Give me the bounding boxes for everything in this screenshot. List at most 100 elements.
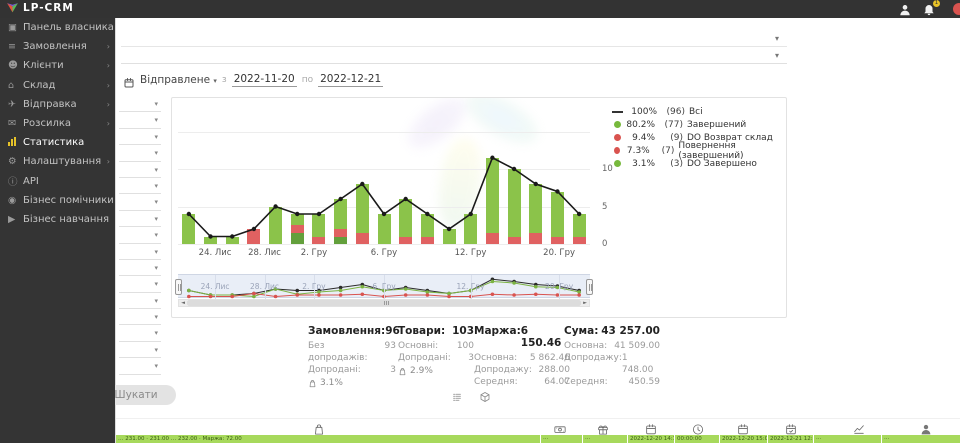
date-to-input[interactable]: 2022-12-21	[318, 73, 384, 87]
side-filter-select-1[interactable]: ▾	[119, 112, 161, 129]
navigator-left-handle[interactable]	[175, 279, 182, 295]
date-from-label: з	[221, 75, 227, 85]
bag-icon[interactable]	[313, 421, 326, 435]
sidebar-item-5[interactable]: ✉ Розсилка ›	[0, 114, 115, 133]
chevron-down-icon: ▾	[154, 280, 158, 289]
calendar-icon[interactable]	[645, 421, 658, 435]
calendar-check-icon[interactable]	[785, 421, 798, 435]
sidebar-item-4[interactable]: ✈ Відправка ›	[0, 95, 115, 114]
scrollbar-left-arrow[interactable]: ◄	[179, 300, 187, 306]
side-filter-select-13[interactable]: ▾	[119, 309, 161, 326]
legend-item-0[interactable]: 100% (96) Всі	[612, 105, 786, 118]
side-filter-select-14[interactable]: ▾	[119, 325, 161, 342]
side-filter-select-7[interactable]: ▾	[119, 211, 161, 228]
brand-logo[interactable]: LP-CRM	[6, 1, 74, 14]
search-button[interactable]: Шукати	[96, 385, 176, 405]
gift-icon[interactable]	[597, 421, 610, 435]
summary-percent: 3.1%	[320, 378, 343, 388]
legend-percent: 3.1%	[632, 158, 655, 169]
user-icon[interactable]	[898, 2, 912, 16]
filter-select-1[interactable]: ▾	[121, 31, 787, 47]
side-filter-select-4[interactable]: ▾	[119, 162, 161, 178]
person-icon[interactable]	[920, 421, 933, 435]
table-cell: ···	[541, 435, 583, 443]
summary-title: Сума:	[564, 325, 599, 337]
chart-plot-area: 10 5 0	[178, 98, 613, 249]
orders-table-row[interactable]: … 231.00 · 231.00 … 232.00 · Маржа: 72.0…	[116, 435, 960, 443]
side-filter-select-10[interactable]: ▾	[119, 260, 161, 277]
sidebar-item-label: Розсилка	[23, 118, 72, 130]
bar-segment	[204, 236, 218, 244]
sidebar-item-label: Налаштування	[23, 156, 102, 168]
legend-label: DO Возврат склад	[687, 132, 773, 143]
area-chart-icon[interactable]	[853, 421, 866, 434]
bell-icon[interactable]	[922, 2, 936, 16]
bag-icon	[398, 367, 407, 376]
side-filter-select-8[interactable]: ▾	[119, 227, 161, 244]
sidebar-item-0[interactable]: ▣ Панель власника	[0, 18, 115, 37]
bar-segment	[312, 236, 326, 244]
sidebar-item-7[interactable]: ⚙ Налаштування ›	[0, 152, 115, 171]
sidebar-item-label: Бізнес навчання	[23, 213, 110, 225]
bar-segment	[290, 232, 304, 244]
legend-item-3[interactable]: 7.3% (7) Повернення (завершений)	[612, 141, 786, 161]
summary-percent: 2.9%	[410, 366, 433, 376]
cube-icon[interactable]	[479, 388, 491, 402]
navigator-right-handle[interactable]	[586, 279, 593, 295]
summary-column-2: Маржа: 6 150.46 Основна: 5 862.46 Допродажу:…	[474, 325, 570, 388]
summary-row-label: Середня:	[564, 377, 608, 387]
scrollbar-thumb[interactable]	[187, 300, 581, 306]
side-filter-select-9[interactable]: ▾	[119, 244, 161, 260]
scrollbar-grip	[384, 301, 389, 305]
alert-dot-icon[interactable]	[953, 3, 960, 15]
navigator-date-label: 12. Гру	[456, 282, 485, 291]
chevron-down-icon: ▾	[154, 263, 158, 272]
filter-select-2[interactable]: ▾	[121, 48, 787, 64]
sidebar-item-9[interactable]: ◉ Бізнес помічники	[0, 191, 115, 210]
scrollbar-right-arrow[interactable]: ►	[581, 300, 589, 306]
side-filter-select-2[interactable]: ▾	[119, 129, 161, 146]
chart-scrollbar[interactable]: ◄ ►	[178, 299, 590, 307]
shipping-icon: ✈	[8, 98, 16, 110]
side-filter-select-11[interactable]: ▾	[119, 276, 161, 293]
sidebar-item-3[interactable]: ⌂ Склад ›	[0, 76, 115, 95]
sidebar-item-1[interactable]: ≡ Замовлення ›	[0, 37, 115, 56]
side-filter-select-0[interactable]: ▾	[119, 96, 161, 113]
date-from-input[interactable]: 2022-11-20	[231, 73, 297, 87]
sidebar-item-2[interactable]: ☻ Клієнти ›	[0, 56, 115, 75]
date-to-label: по	[301, 75, 314, 85]
side-filter-select-3[interactable]: ▾	[119, 145, 161, 162]
list-icon[interactable]	[451, 388, 463, 401]
chevron-right-icon: ›	[106, 80, 110, 90]
legend-item-4[interactable]: 3.1% (3) DO Завершено	[612, 157, 786, 170]
bar-segment	[507, 236, 521, 244]
money-icon[interactable]	[554, 421, 567, 434]
sidebar-item-6[interactable]: Статистика	[0, 133, 115, 152]
side-filter-select-6[interactable]: ▾	[119, 194, 161, 211]
chevron-down-icon: ▾	[154, 345, 158, 354]
date-filter-row: Відправлене ▾ з 2022-11-20 по 2022-12-21	[123, 70, 384, 90]
calendar-icon[interactable]	[737, 421, 750, 435]
side-filter-select-5[interactable]: ▾	[119, 178, 161, 195]
bar-segment	[269, 206, 283, 244]
side-filter-select-15[interactable]: ▾	[119, 342, 161, 359]
navigator-date-label: 2. Гру	[302, 282, 326, 291]
sidebar-item-10[interactable]: ▶ Бізнес навчання	[0, 210, 115, 229]
summary-row-value: 1 748.00	[621, 353, 654, 375]
bar-segment	[182, 214, 196, 244]
side-filter-select-16[interactable]: ▾	[119, 358, 161, 375]
table-cell: … 231.00 · 231.00 … 232.00 · Маржа: 72.0…	[116, 435, 541, 443]
summary-row-label: Основна:	[564, 341, 608, 351]
chart-navigator[interactable]: 24. Лис 28. Лис 2. Гру 6. Гру 12. Гру 20. Гру	[175, 274, 593, 299]
legend-item-2[interactable]: 9.4% (9) DO Возврат склад	[612, 131, 786, 144]
brand-triangle-icon	[7, 3, 18, 13]
date-type-select[interactable]: Відправлене ▾	[140, 74, 217, 86]
legend-item-1[interactable]: 80.2% (77) Завершений	[612, 118, 786, 131]
legend-label: Повернення (завершений)	[678, 140, 744, 161]
side-filter-select-12[interactable]: ▾	[119, 293, 161, 310]
clock-icon[interactable]	[692, 421, 705, 435]
sidebar-item-8[interactable]: ⓘ API	[0, 172, 115, 191]
summary-row-value: 41 509.00	[614, 341, 660, 351]
chevron-right-icon: ›	[106, 119, 110, 129]
summary-row-value: 93	[384, 341, 396, 351]
